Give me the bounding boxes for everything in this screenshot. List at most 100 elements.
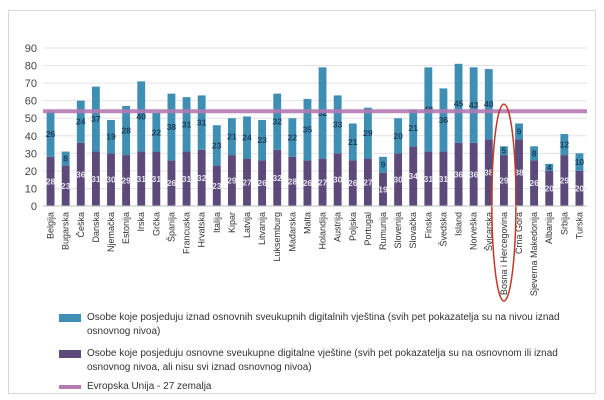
x-tick-label: Irska — [136, 212, 146, 232]
x-tick-label: Srbija — [559, 212, 569, 235]
bar-basic — [560, 155, 569, 206]
bar-above-basic — [394, 118, 403, 154]
bar-basic — [61, 165, 70, 206]
data-label-above-basic: 21 — [348, 137, 358, 147]
x-tick-label: Danska — [91, 212, 101, 243]
legend-line-eu27 — [59, 385, 81, 389]
y-tick-label: 60 — [25, 96, 37, 108]
data-label-above-basic: 12 — [560, 140, 570, 150]
data-label-basic: 26 — [167, 178, 177, 188]
x-tick-label: Poljska — [348, 212, 358, 241]
data-label-above-basic: 31 — [197, 118, 207, 128]
data-label-above-basic: 33 — [333, 119, 343, 129]
data-label-above-basic: 32 — [272, 117, 282, 127]
bar-basic — [530, 160, 539, 206]
bar-above-basic — [484, 69, 493, 140]
data-label-basic: 26 — [348, 178, 358, 188]
data-label-basic: 27 — [318, 177, 328, 187]
bar-above-basic — [515, 123, 523, 140]
data-label-above-basic: 35 — [303, 125, 313, 135]
bar-above-basic — [46, 111, 55, 157]
y-tick-label: 10 — [25, 183, 37, 195]
legend-label-eu27: Evropska Unija - 27 zemalja — [87, 381, 212, 392]
bar-basic — [484, 139, 493, 206]
bar-above-basic — [182, 97, 191, 152]
bar-basic — [318, 158, 327, 206]
bar-basic — [273, 149, 282, 206]
data-label-above-basic: 4 — [547, 162, 552, 172]
data-label-basic: 28 — [288, 176, 298, 186]
bar-basic — [499, 155, 508, 206]
data-label-above-basic: 21 — [227, 132, 237, 142]
bar-basic — [575, 170, 584, 206]
x-tick-label: Holandija — [318, 212, 328, 250]
bar-above-basic — [333, 95, 342, 154]
legend-label-above-basic: Osobe koje posjeduju iznad osnovnih sveu… — [87, 312, 560, 337]
data-label-above-basic: 22 — [288, 133, 298, 143]
x-tick-label: Island — [454, 212, 464, 236]
y-tick-label: 80 — [25, 61, 37, 73]
data-label-above-basic: 23 — [212, 140, 222, 150]
data-label-above-basic: 8 — [532, 148, 537, 158]
data-label-basic: 32 — [197, 173, 207, 183]
data-label-above-basic: 43 — [469, 100, 479, 110]
data-label-basic: 26 — [529, 178, 539, 188]
data-label-basic: 36 — [76, 169, 86, 179]
data-label-basic: 29 — [499, 176, 509, 186]
data-label-above-basic: 38 — [167, 122, 177, 132]
x-tick-label: Španija — [166, 212, 176, 242]
x-tick-label: Albanija — [544, 212, 554, 244]
data-label-above-basic: 9 — [381, 160, 386, 170]
bar-above-basic — [499, 146, 508, 156]
bar-basic — [137, 151, 146, 206]
bar-basic — [409, 146, 418, 206]
data-label-basic: 20 — [544, 183, 554, 193]
bar-above-basic — [152, 112, 161, 152]
bar-basic — [454, 142, 463, 206]
bar-above-basic — [227, 118, 236, 156]
bar-above-basic — [61, 151, 70, 166]
x-tick-label: Norveška — [469, 212, 479, 250]
data-label-above-basic: 9 — [517, 126, 522, 136]
data-label-above-basic: 5 — [502, 146, 507, 156]
x-tick-label: Švicarska — [484, 212, 494, 251]
data-label-basic: 30 — [106, 175, 116, 185]
x-tick-label: Slovačka — [408, 212, 418, 249]
legend-label-basic: Osobe koje posjeduju osnovne sveukupne d… — [87, 348, 558, 373]
x-tick-label: Estonija — [121, 212, 131, 244]
bar-basic — [258, 160, 267, 206]
bar-above-basic — [454, 63, 463, 143]
data-label-above-basic: 24 — [242, 133, 252, 143]
data-label-basic: 30 — [393, 175, 403, 185]
data-label-basic: 26 — [303, 178, 313, 188]
bar-above-basic — [439, 88, 448, 152]
bar-above-basic — [243, 116, 251, 159]
bar-basic — [288, 156, 297, 206]
data-label-basic: 19 — [378, 184, 388, 194]
bar-basic — [167, 160, 176, 206]
bar-basic — [46, 156, 55, 206]
bar-above-basic — [363, 107, 372, 159]
y-tick-label: 70 — [25, 78, 37, 90]
x-tick-label: Mađarska — [287, 212, 297, 252]
data-label-basic: 23 — [61, 181, 71, 191]
bar-basic — [212, 165, 221, 206]
data-label-above-basic: 29 — [363, 128, 373, 138]
x-tick-label: Bosna i Hercegovina — [499, 212, 509, 295]
bar-above-basic — [379, 156, 387, 173]
x-tick-label: Sjeverna Makedonija — [529, 212, 539, 296]
bar-above-basic — [122, 105, 131, 156]
y-tick-label: 0 — [31, 201, 37, 213]
bar-basic — [182, 151, 191, 206]
x-tick-label: Francuska — [182, 212, 192, 254]
y-tick-label: 20 — [25, 166, 37, 178]
x-tick-label: Litvanija — [257, 212, 267, 245]
bar-above-basic — [137, 81, 146, 152]
x-tick-label: Italija — [212, 212, 222, 233]
bar-basic — [469, 142, 478, 206]
data-label-basic: 31 — [91, 174, 101, 184]
data-label-above-basic: 8 — [63, 154, 68, 164]
data-label-above-basic: 28 — [121, 126, 131, 136]
x-tick-label: Crna Gora — [514, 212, 524, 254]
x-tick-label: Belgija — [46, 212, 56, 239]
